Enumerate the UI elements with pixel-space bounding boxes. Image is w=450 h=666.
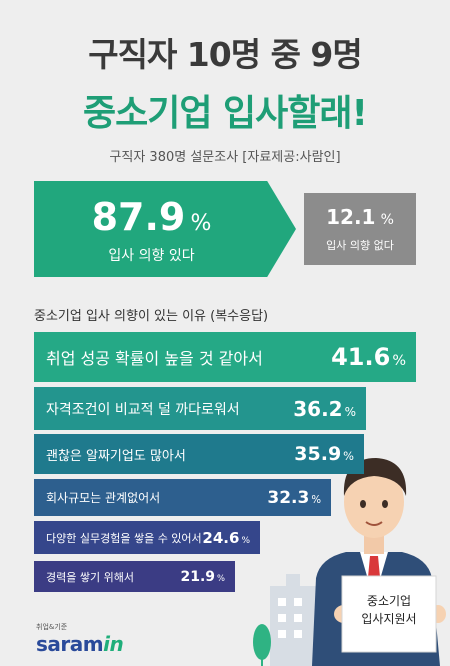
logo-accent: in: [103, 632, 124, 656]
bar-1: 취업 성공 확률이 높을 것 같아서 41.6%: [34, 332, 416, 382]
bar-percent-symbol: %: [392, 353, 406, 369]
bar-label: 괜찮은 알짜기업도 많아서: [46, 448, 186, 464]
yes-value: 87.9: [91, 195, 186, 239]
bar-label: 회사규모는 관계없어서: [46, 491, 161, 505]
yes-percent-symbol: %: [190, 211, 212, 236]
no-summary-box: 12.1 % 입사 의향 없다: [304, 193, 416, 265]
bar-percent-symbol: %: [311, 494, 321, 506]
bar-label: 취업 성공 확률이 높을 것 같아서: [46, 349, 263, 368]
bar-percent-symbol: %: [344, 404, 356, 419]
no-label: 입사 의향 없다: [326, 239, 394, 252]
headline: 구직자 10명 중 9명: [88, 35, 363, 74]
bar-value: 41.6%: [331, 343, 406, 371]
no-value: 12.1: [326, 205, 376, 229]
logo-tagline: 취업&기준: [36, 623, 68, 631]
reasons-title: 중소기업 입사 의향이 있는 이유 (복수응답): [34, 309, 269, 324]
bar-percent-symbol: %: [343, 449, 354, 463]
bar-4: 회사규모는 관계없어서 32.3%: [34, 479, 331, 516]
yes-label: 입사 의향 있다: [108, 248, 195, 264]
bar-label: 다양한 실무경험을 쌓을 수 있어서: [46, 531, 202, 545]
saramin-logo: 취업&기준 saramin: [36, 622, 124, 656]
tree-icon: [253, 624, 271, 666]
no-percent-symbol: %: [380, 212, 394, 228]
bar-5: 다양한 실무경험을 쌓을 수 있어서 24.6%: [34, 521, 260, 554]
bar-6: 경력을 쌓기 위해서 21.9%: [34, 561, 235, 592]
bar-value: 35.9%: [294, 443, 354, 465]
bar-3: 괜찮은 알짜기업도 많아서 35.9%: [34, 434, 364, 474]
bar-label: 경력을 쌓기 위해서: [46, 570, 134, 584]
yes-summary-box: 87.9 % 입사 의향 있다: [34, 181, 296, 277]
card-line1: 중소기업: [367, 594, 411, 608]
bar-value: 36.2%: [293, 396, 356, 421]
yes-percentage: 87.9 %: [34, 195, 269, 239]
building-icon: [270, 574, 316, 666]
job-seeker-illustration: 중소기업 입사지원서: [253, 458, 446, 666]
bar-percent-symbol: %: [241, 535, 250, 546]
bar-2: 자격조건이 비교적 덜 까다로워서 36.2%: [34, 387, 366, 430]
subheadline: 중소기업 입사할래!: [83, 93, 368, 134]
no-percentage: 12.1 %: [304, 205, 416, 229]
card-line2: 입사지원서: [361, 612, 416, 626]
application-card: 중소기업 입사지원서: [341, 575, 437, 653]
bar-value: 21.9%: [180, 568, 225, 585]
survey-source: 구직자 380명 설문조사 [자료제공:사람인]: [109, 150, 341, 165]
bar-value: 24.6%: [202, 528, 250, 547]
bar-percent-symbol: %: [217, 572, 225, 583]
logo-main: saram: [36, 632, 104, 656]
bar-label: 자격조건이 비교적 덜 까다로워서: [46, 401, 240, 418]
bar-value: 32.3%: [267, 487, 321, 508]
logo-wordmark: saramin: [36, 632, 124, 656]
